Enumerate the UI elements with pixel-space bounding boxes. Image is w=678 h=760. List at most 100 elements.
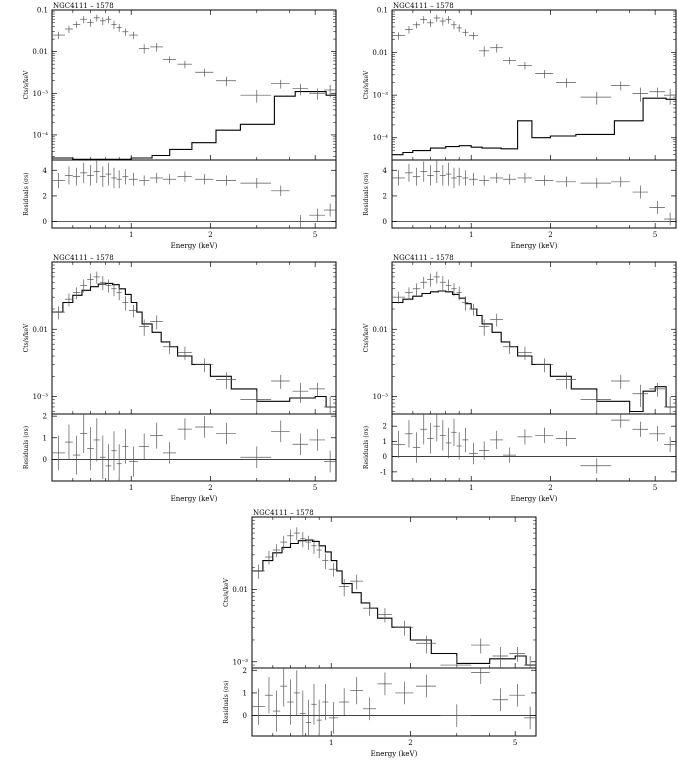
residual-point [490, 430, 503, 450]
residual-point [663, 212, 676, 226]
x-tick-label: 5 [513, 739, 517, 747]
residual-tick-label: 0 [43, 456, 47, 464]
residual-point [323, 450, 336, 473]
x-tick-label: 2 [548, 484, 552, 492]
model-step-line [392, 290, 676, 413]
x-tick-label: 1 [129, 484, 133, 492]
residual-point [195, 174, 214, 185]
data-point [502, 57, 517, 65]
residual-point [162, 442, 177, 464]
residual-point [451, 167, 457, 189]
y-axis-label: Cts/s/keV [23, 323, 30, 352]
data-point [663, 88, 676, 105]
data-point [392, 32, 405, 40]
x-tick-label: 5 [653, 484, 657, 492]
data-point [490, 313, 503, 327]
residual-point [471, 668, 490, 684]
y-axis-label: Cts/s/keV [363, 70, 370, 99]
model-step-line [392, 97, 676, 156]
residual-point [116, 170, 122, 189]
data-point [404, 287, 413, 300]
residual-points [392, 160, 676, 226]
residual-point [122, 168, 129, 185]
data-point [216, 76, 236, 86]
data-point [490, 43, 503, 53]
residual-point [445, 427, 452, 459]
residual-point [309, 429, 326, 451]
data-point [80, 279, 88, 293]
data-point [517, 346, 532, 360]
spectrum-axes [51, 9, 337, 161]
data-point [122, 28, 129, 36]
residual-point [395, 681, 414, 705]
data-point [177, 346, 192, 360]
residual-tick-label: 4 [383, 167, 388, 175]
data-points [52, 271, 336, 414]
residual-point [456, 432, 462, 460]
x-axis-label: Energy (keV) [171, 242, 218, 250]
data-point [509, 646, 526, 662]
data-point [323, 396, 336, 414]
data-point [580, 91, 612, 105]
data-point [420, 276, 428, 289]
residual-point [93, 160, 100, 184]
data-point [264, 550, 273, 565]
residual-point [309, 208, 326, 222]
data-point [162, 56, 177, 64]
x-tick-label: 1 [469, 231, 473, 239]
data-points [52, 14, 336, 103]
residual-point [663, 436, 676, 453]
data-point [240, 391, 272, 412]
residual-point [462, 170, 469, 186]
data-point [111, 20, 117, 29]
residual-point [433, 414, 440, 442]
residual-point [404, 420, 413, 448]
residual-point [177, 171, 192, 182]
data-point [445, 279, 452, 293]
residual-point [462, 427, 469, 453]
residual-point [412, 432, 421, 463]
data-point [502, 340, 517, 354]
data-point [440, 656, 472, 668]
residual-point [649, 426, 666, 442]
data-point [195, 358, 214, 373]
x-tick-label: 2 [548, 231, 552, 239]
residual-axis-label: Residuals (σs) [363, 172, 370, 215]
data-point [72, 21, 81, 28]
residual-point [105, 444, 112, 481]
x-tick-label: 1 [329, 739, 333, 747]
data-point [456, 286, 462, 301]
residual-point [392, 430, 405, 459]
data-point [195, 68, 214, 77]
residual-axes [251, 667, 537, 737]
residual-point [287, 679, 294, 725]
data-point [299, 532, 306, 548]
residual-point [99, 435, 106, 479]
y-tick-label: 0.1 [37, 7, 48, 15]
residual-points [252, 668, 536, 736]
residual-point [427, 165, 434, 186]
spectrum-axes [391, 261, 677, 415]
data-points [392, 271, 676, 414]
data-point [523, 656, 536, 668]
y-tick-label: 10⁻³ [233, 658, 249, 666]
residual-point [116, 444, 122, 481]
residual-point [87, 426, 94, 471]
spectrum-panel: NGC4111 – 1578 1 2 5 Energy (keV) 0.1 0.01 10⁻³… [363, 2, 677, 250]
data-point [556, 372, 576, 389]
residual-point [216, 422, 236, 445]
x-axis-label: Energy (keV) [371, 750, 418, 758]
residual-point [445, 162, 452, 186]
data-point [416, 635, 436, 654]
data-point [433, 14, 440, 22]
residual-point [362, 697, 377, 721]
residual-point [632, 421, 649, 437]
residual-point [138, 175, 150, 186]
data-points [252, 527, 536, 668]
data-point [287, 529, 294, 544]
data-point [162, 340, 177, 354]
data-point [271, 79, 290, 89]
data-point [93, 271, 100, 284]
data-point [52, 306, 65, 320]
residual-tick-label: 1 [243, 689, 247, 697]
